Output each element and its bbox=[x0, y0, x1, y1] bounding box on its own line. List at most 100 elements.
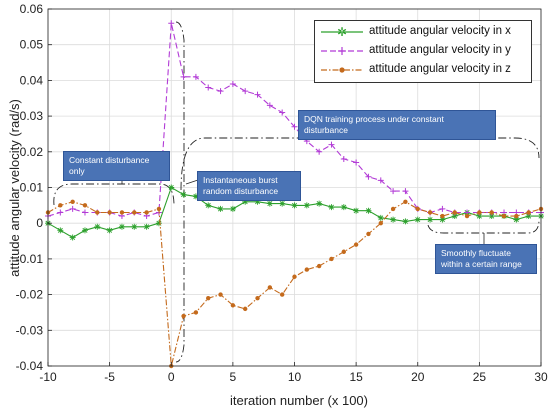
y-tick-label: -0.02 bbox=[16, 288, 44, 302]
data-point bbox=[526, 210, 531, 215]
legend-item-x: ✲ attitude angular velocity in x bbox=[319, 23, 531, 41]
series-x bbox=[45, 184, 544, 241]
legend-label-x: attitude angular velocity in x bbox=[369, 25, 511, 37]
data-point bbox=[328, 141, 335, 148]
data-point bbox=[427, 210, 433, 215]
data-point bbox=[205, 202, 212, 209]
data-point bbox=[118, 223, 125, 230]
y-tick-label: 0.05 bbox=[20, 38, 44, 52]
data-point bbox=[476, 213, 483, 220]
data-point bbox=[57, 209, 64, 216]
data-point bbox=[414, 216, 421, 223]
data-point bbox=[489, 210, 494, 215]
data-point bbox=[81, 209, 88, 216]
data-point bbox=[328, 204, 335, 211]
series-line bbox=[47, 201, 542, 367]
data-point bbox=[155, 220, 162, 227]
data-point bbox=[279, 200, 286, 207]
svg-text:✲: ✲ bbox=[337, 25, 347, 39]
data-point bbox=[107, 210, 112, 215]
callout-burst bbox=[185, 179, 199, 185]
data-point bbox=[439, 216, 446, 223]
data-point bbox=[69, 234, 76, 241]
x-axis-label: iteration number (x 100) bbox=[230, 393, 368, 408]
x-tick-label: 10 bbox=[288, 370, 302, 384]
data-point bbox=[192, 73, 199, 80]
data-point bbox=[390, 206, 396, 212]
data-point bbox=[341, 249, 346, 254]
y-axis-label: attitude angular velocity (rad/s) bbox=[7, 99, 22, 277]
data-point bbox=[353, 242, 359, 247]
data-point bbox=[279, 109, 286, 116]
data-point bbox=[525, 213, 532, 220]
data-point bbox=[451, 213, 458, 220]
data-point bbox=[217, 205, 224, 212]
data-point bbox=[180, 191, 187, 198]
bracket-dqn-training bbox=[180, 137, 540, 191]
data-point bbox=[403, 199, 408, 204]
y-tick-label: 0 bbox=[36, 216, 43, 230]
data-point bbox=[168, 20, 175, 27]
data-point bbox=[70, 199, 75, 204]
y-tick-label: -0.04 bbox=[16, 359, 44, 373]
data-point bbox=[193, 310, 199, 315]
x-tick-label: 5 bbox=[230, 370, 237, 384]
data-point bbox=[427, 216, 434, 223]
data-point bbox=[217, 88, 224, 95]
data-point bbox=[440, 213, 445, 219]
data-point bbox=[156, 206, 162, 212]
data-point bbox=[402, 188, 409, 195]
data-point bbox=[514, 213, 519, 219]
data-point bbox=[366, 231, 371, 237]
data-point bbox=[390, 216, 397, 223]
data-point bbox=[488, 213, 495, 220]
data-point bbox=[501, 213, 507, 219]
legend-item-y: attitude angular velocity in y bbox=[319, 42, 531, 60]
y-tick-label: 0.01 bbox=[20, 181, 44, 195]
data-point bbox=[181, 313, 186, 319]
data-point bbox=[94, 223, 101, 230]
data-point bbox=[81, 227, 88, 234]
data-point bbox=[168, 184, 175, 191]
legend-item-z: attitude angular velocity in z bbox=[319, 61, 531, 79]
data-point bbox=[513, 216, 520, 223]
data-point bbox=[365, 173, 372, 180]
data-point bbox=[340, 155, 347, 162]
annotation-constant-disturbance: Constant disturbance only bbox=[63, 151, 170, 181]
bracket-smooth-fluctuate bbox=[427, 219, 540, 234]
data-point bbox=[242, 88, 249, 95]
data-point bbox=[316, 200, 323, 207]
data-point bbox=[390, 188, 397, 195]
data-point bbox=[254, 91, 261, 98]
x-tick-label: -5 bbox=[104, 370, 115, 384]
series-y bbox=[45, 20, 544, 220]
data-point bbox=[218, 292, 223, 297]
data-point bbox=[180, 73, 187, 80]
y-tick-label: -0.03 bbox=[16, 323, 44, 337]
data-point bbox=[206, 295, 211, 301]
data-point bbox=[415, 206, 420, 212]
annotation-smooth-fluctuate: Smoothly fluctuate within a certain rang… bbox=[435, 244, 537, 274]
data-point bbox=[377, 214, 384, 221]
data-point bbox=[132, 210, 137, 215]
data-point bbox=[119, 210, 125, 215]
data-point bbox=[266, 102, 273, 109]
data-point bbox=[230, 303, 236, 308]
y-tick-label: 0.06 bbox=[20, 2, 44, 16]
y-tick-label: 0.03 bbox=[20, 109, 44, 123]
data-point bbox=[242, 198, 249, 205]
data-point bbox=[205, 84, 212, 91]
data-point bbox=[143, 223, 150, 230]
tick-labels: -10 -5 0 5 10 15 20 25 30 -0.04 -0.03 -0.02 -0.01 0 0.… bbox=[16, 2, 548, 384]
data-point bbox=[57, 227, 64, 234]
data-point bbox=[402, 218, 409, 225]
data-point bbox=[229, 205, 236, 212]
data-point bbox=[464, 213, 470, 219]
data-point bbox=[316, 263, 322, 269]
data-point bbox=[291, 123, 298, 130]
legend-swatch-y bbox=[321, 47, 363, 55]
x-tick-label: 15 bbox=[349, 370, 363, 384]
legend-swatch-x: ✲ bbox=[321, 25, 363, 39]
data-point bbox=[69, 205, 76, 212]
data-point bbox=[377, 177, 384, 184]
